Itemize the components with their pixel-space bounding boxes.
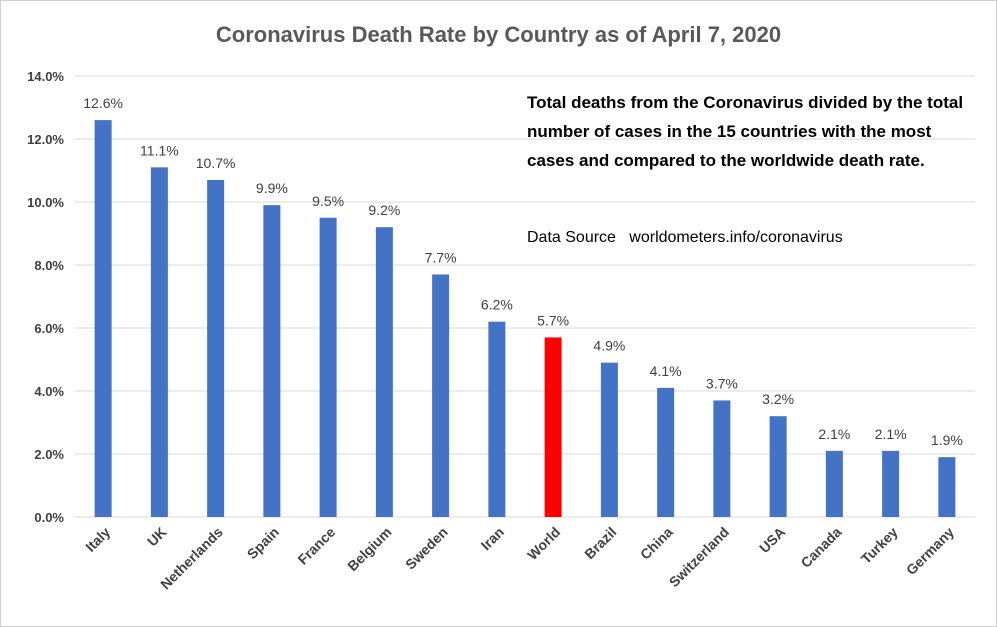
- bar: [488, 321, 506, 517]
- y-tick-label: 12.0%: [27, 132, 64, 147]
- bar: [882, 450, 900, 517]
- bar: [319, 217, 337, 517]
- x-tick-label: Germany: [903, 524, 957, 578]
- bar: [207, 179, 225, 517]
- data-label: 2.1%: [818, 426, 850, 442]
- x-tick-label: France: [294, 524, 338, 568]
- x-tick-label: Sweden: [402, 524, 451, 573]
- data-label: 12.6%: [83, 95, 123, 111]
- data-label: 7.7%: [425, 249, 457, 265]
- x-tick-label: China: [637, 524, 676, 563]
- data-label: 4.1%: [650, 363, 682, 379]
- x-tick-label: World: [524, 524, 563, 563]
- data-label: 3.7%: [706, 375, 738, 391]
- data-source-label: Data Source: [527, 229, 616, 246]
- x-tick-label: UK: [144, 524, 170, 550]
- data-label: 3.2%: [762, 391, 794, 407]
- data-label: 1.9%: [931, 432, 963, 448]
- data-label: 5.7%: [537, 312, 569, 328]
- y-tick-label: 4.0%: [34, 384, 64, 399]
- bar: [600, 362, 618, 517]
- bar: [94, 120, 112, 517]
- data-label: 4.9%: [593, 338, 625, 354]
- data-label: 9.5%: [312, 193, 344, 209]
- bar: [263, 205, 281, 517]
- data-source: Data Source worldometers.info/coronaviru…: [527, 229, 843, 247]
- x-tick-label: Belgium: [344, 524, 394, 574]
- x-tick-label: Brazil: [581, 524, 619, 562]
- x-tick-label: Italy: [82, 524, 113, 555]
- y-tick-label: 14.0%: [27, 69, 64, 84]
- x-tick-label: Iran: [478, 524, 507, 553]
- bar: [544, 337, 562, 517]
- data-label: 2.1%: [875, 426, 907, 442]
- bar: [375, 227, 393, 517]
- x-tick-label: USA: [756, 524, 788, 556]
- x-tick-label: Turkey: [858, 524, 901, 567]
- bar: [825, 450, 843, 517]
- data-label: 9.9%: [256, 180, 288, 196]
- chart-annotation: Total deaths from the Coronavirus divide…: [527, 93, 964, 170]
- bar: [657, 387, 675, 517]
- x-tick-label: Spain: [244, 524, 282, 562]
- bar: [432, 274, 450, 517]
- y-tick-label: 8.0%: [34, 258, 64, 273]
- bar: [150, 167, 168, 517]
- y-tick-label: 0.0%: [34, 510, 64, 525]
- bar: [938, 457, 956, 517]
- x-tick-label: Canada: [797, 524, 844, 571]
- y-tick-label: 2.0%: [34, 447, 64, 462]
- y-tick-label: 10.0%: [27, 195, 64, 210]
- chart-title: Coronavirus Death Rate by Country as of …: [215, 22, 782, 47]
- bar: [769, 416, 787, 517]
- data-source-url: worldometers.info/coronavirus: [629, 229, 843, 246]
- data-label: 6.2%: [481, 297, 513, 313]
- y-tick-label: 6.0%: [34, 321, 64, 336]
- data-label: 9.2%: [368, 202, 400, 218]
- bar: [713, 400, 731, 517]
- data-label: 11.1%: [140, 142, 179, 158]
- x-tick-label: Switzerland: [666, 524, 732, 590]
- data-label: 10.7%: [196, 155, 236, 171]
